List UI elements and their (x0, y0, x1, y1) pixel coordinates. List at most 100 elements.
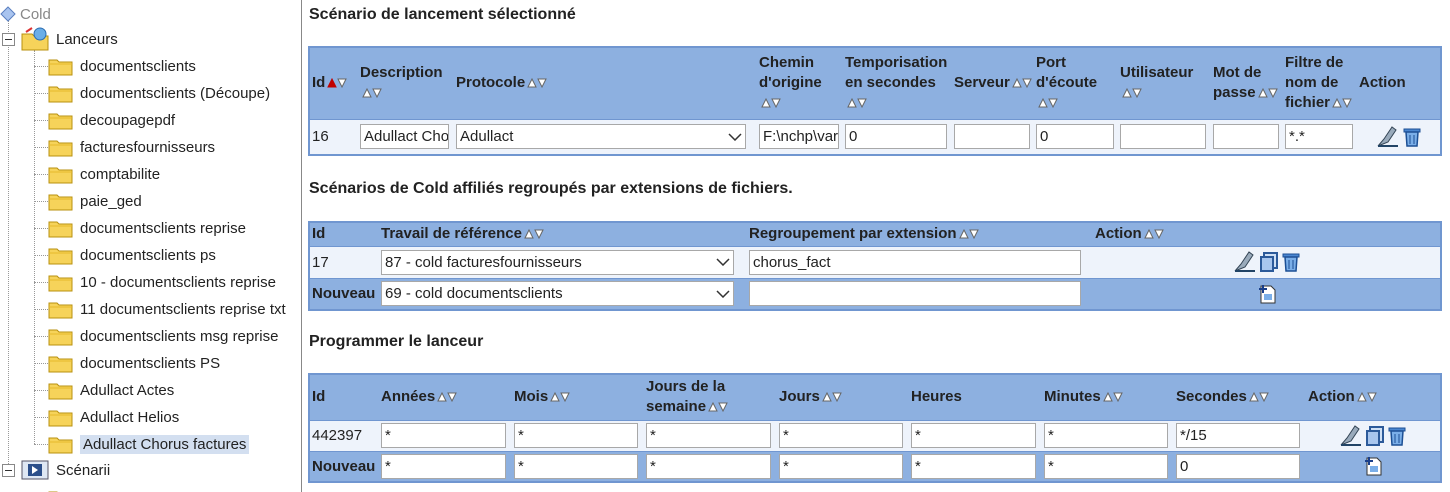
select-field[interactable]: Adullact (456, 124, 747, 150)
text-field[interactable] (749, 281, 1081, 307)
column-header[interactable]: Temporisation en secondes (843, 47, 952, 119)
tree-node[interactable]: documentsclients (48, 54, 196, 78)
cell: 442397 (309, 419, 379, 451)
tree-node[interactable]: Lanceurs (20, 27, 118, 51)
tree-line (34, 390, 48, 391)
action-add[interactable] (1255, 284, 1279, 304)
column-header[interactable]: Mot de passe (1211, 47, 1283, 119)
header-label: Temporisation en secondes (845, 54, 948, 92)
column-header[interactable]: Action (1093, 222, 1441, 246)
column-header: Heures (909, 374, 1042, 420)
tree-node[interactable]: documentsclients (Découpe) (48, 81, 270, 105)
new-row: Nouveau 69 - cold documentsclients (309, 277, 1441, 310)
text-field[interactable]: * (514, 453, 639, 479)
text-field[interactable]: * (1044, 453, 1169, 479)
column-header[interactable]: Regroupement par extension (747, 222, 1093, 246)
column-header[interactable]: Secondes (1174, 374, 1306, 420)
column-header[interactable]: Minutes (1042, 374, 1174, 420)
text-field[interactable]: * (911, 423, 1037, 448)
header-label: Utilisateur (1120, 64, 1194, 82)
header-label: Mot de passe (1213, 64, 1262, 102)
cell: */15 (1174, 419, 1306, 451)
action-del[interactable] (1386, 426, 1408, 446)
action-add[interactable] (1361, 457, 1385, 476)
tree-node[interactable]: Adullact Helios (48, 405, 179, 429)
column-header[interactable]: Protocole (454, 47, 757, 119)
text-field[interactable]: * (381, 453, 507, 479)
tree-node[interactable]: documentsclients ps (48, 243, 216, 267)
header-label: Id (312, 225, 326, 243)
column-header[interactable]: Filtre de nom de fichier (1283, 47, 1357, 119)
column-header[interactable]: Port d'écoute (1034, 47, 1118, 119)
tree-line (34, 147, 48, 148)
select-field[interactable]: 87 - cold facturesfournisseurs (381, 249, 735, 275)
text-field[interactable]: Adullact Chorus (360, 124, 450, 150)
action-copy[interactable] (1258, 252, 1280, 272)
tree-label: Adullact Helios (80, 408, 180, 426)
text-field[interactable]: 0 (1176, 453, 1301, 479)
tree-node[interactable]: Adullact Chorus factures (48, 432, 250, 456)
column-header[interactable]: Description (358, 47, 454, 119)
tree-node[interactable]: documentsclients PS (48, 351, 220, 375)
tree-node[interactable]: documentsclients msg reprise (48, 324, 278, 348)
text-field[interactable]: * (911, 453, 1037, 479)
text-field[interactable]: * (381, 423, 507, 448)
text-field[interactable] (954, 124, 1030, 150)
text-field[interactable]: 0 (1036, 124, 1114, 150)
tree-label: 10 - documentsclients reprise (80, 273, 276, 291)
column-header[interactable]: Années (379, 374, 512, 420)
action-del[interactable] (1280, 253, 1302, 272)
tree-label: facturesfournisseurs (80, 138, 216, 156)
column-header[interactable]: Travail de référence (379, 222, 747, 246)
column-header[interactable]: Utilisateur (1118, 47, 1211, 119)
cell: 87 - cold facturesfournisseurs (379, 245, 747, 278)
text-field[interactable]: * (514, 423, 639, 448)
tree-line (34, 228, 48, 229)
cell: 17 (309, 245, 379, 278)
column-header[interactable]: Action (1306, 374, 1441, 420)
text-field[interactable]: * (646, 423, 772, 448)
text-field[interactable]: F:\nchp\var (759, 124, 839, 150)
text-field[interactable] (1213, 124, 1279, 150)
action-edit[interactable] (1338, 424, 1364, 446)
action-edit[interactable] (1232, 251, 1258, 272)
cell: * (909, 450, 1042, 482)
column-header[interactable]: Id (309, 47, 358, 119)
tree-node[interactable]: comptabilite (48, 162, 160, 186)
text-field[interactable]: *.* (1285, 124, 1353, 150)
select-field[interactable]: 69 - cold documentsclients (381, 281, 735, 307)
tree-line (34, 336, 48, 337)
tree-node[interactable]: decoupagepdf (48, 108, 175, 132)
column-header[interactable]: Serveur (952, 47, 1034, 119)
action-del[interactable] (1401, 128, 1423, 147)
action-copy[interactable] (1364, 425, 1386, 446)
tree-node[interactable]: 10 - documentsclients reprise (48, 270, 276, 294)
tree-node[interactable]: 11 documentsclients reprise txt (48, 297, 286, 321)
column-header[interactable]: Jours (777, 374, 909, 420)
text-field[interactable]: * (1044, 423, 1169, 448)
tree-node[interactable]: facturesfournisseurs (48, 135, 215, 159)
tree-line (8, 20, 9, 470)
text-field[interactable]: * (646, 453, 772, 479)
column-header[interactable]: Chemin d'origine (757, 47, 843, 119)
action-edit[interactable] (1375, 126, 1401, 147)
tree-node[interactable]: Adullact Actes (48, 378, 174, 402)
section-title: Scénario de lancement sélectionné (309, 6, 576, 23)
text-field[interactable]: * (779, 453, 904, 479)
tree-node[interactable]: Scénarii (20, 458, 110, 482)
action-cell (1306, 419, 1441, 451)
tree-node[interactable]: documentsclients reprise (48, 216, 246, 240)
tree-node[interactable]: paie_ged (48, 189, 142, 213)
text-field[interactable] (1120, 124, 1207, 150)
action-cell (1093, 245, 1441, 278)
text-field[interactable]: */15 (1176, 423, 1301, 448)
text-field[interactable]: 0 (845, 124, 947, 150)
text-field[interactable]: chorus_fact (749, 249, 1081, 275)
cell: *.* (1283, 118, 1357, 155)
header-row: Id Description Protocole Chemin d'origine Te… (309, 47, 1441, 119)
text-field[interactable]: * (779, 423, 904, 448)
header-label: Filtre de nom de fichier (1285, 54, 1344, 112)
cell: * (644, 419, 777, 451)
column-header[interactable]: Mois (512, 374, 644, 420)
column-header[interactable]: Jours de la semaine (644, 374, 777, 420)
